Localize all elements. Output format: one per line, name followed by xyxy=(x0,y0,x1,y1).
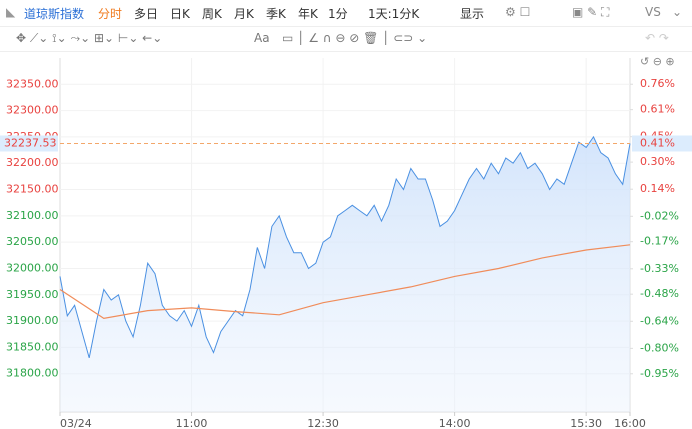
y2-tick-label: -0.48% xyxy=(640,287,679,300)
x-tick-label: 15:30 xyxy=(570,417,602,429)
y-tick-label: 31900.00 xyxy=(6,314,59,327)
draw-tools-2[interactable]: ▭ │ ∠ ∩ ⊖ ⊘ 🗑 │ ⊂⊃ ⌄ xyxy=(282,31,428,45)
y2-tick-label: -0.80% xyxy=(640,341,679,354)
line-average xyxy=(59,244,631,320)
last-change: 0.41% xyxy=(640,136,675,149)
y2-tick-label: 0.61% xyxy=(640,103,675,116)
last-price: 32237.53 xyxy=(4,136,57,149)
x-tick-label: 03/24 xyxy=(60,417,92,429)
y2-tick-label: -0.17% xyxy=(640,235,679,248)
x-tick-label: 11:00 xyxy=(176,417,208,429)
y2-tick-label: 0.76% xyxy=(640,77,675,90)
compare[interactable]: VS xyxy=(645,5,661,19)
y-tick-label: 32300.00 xyxy=(6,104,59,117)
draw-tools[interactable]: ✥ ⟋⌄ ⟟⌄ ⤳⌄ ⊞⌄ ⊢⌄ ←⌄ xyxy=(16,31,163,45)
y-tick-label: 32000.00 xyxy=(6,261,59,274)
x-tick-label: 14:00 xyxy=(439,417,471,429)
symbol[interactable]: 道琼斯指数 xyxy=(24,7,85,21)
y-tick-label: 32150.00 xyxy=(6,183,59,196)
tab[interactable]: 分时 xyxy=(98,7,123,21)
tab[interactable]: 日K xyxy=(170,7,190,21)
y2-tick-label: 0.30% xyxy=(640,155,675,168)
tab[interactable]: 周K xyxy=(202,7,222,21)
area xyxy=(60,136,630,412)
tools[interactable]: ▣ ✎ ⛶ xyxy=(572,5,610,19)
settings[interactable]: ⚙ ☐ xyxy=(505,5,531,19)
tab[interactable]: 1分 xyxy=(328,7,348,21)
display[interactable]: 显示 xyxy=(460,7,485,21)
y-tick-label: 31950.00 xyxy=(6,288,59,301)
y-tick-label: 32100.00 xyxy=(6,209,59,222)
undo-redo[interactable]: ↶ ↷ xyxy=(645,31,669,45)
tab[interactable]: 月K xyxy=(234,7,254,21)
y-tick-label: 31850.00 xyxy=(6,340,59,353)
tab[interactable]: 年K xyxy=(298,7,318,21)
collapse[interactable]: ◣ xyxy=(6,5,16,19)
chart: ↺ ⊖ ⊕ 32350.0032300.0032250.0032200.0032… xyxy=(0,55,692,429)
y2-tick-label: -0.95% xyxy=(640,367,679,380)
draw-toolbar: ✥ ⟋⌄ ⟟⌄ ⤳⌄ ⊞⌄ ⊢⌄ ←⌄ Aa ▭ │ ∠ ∩ ⊖ ⊘ 🗑 │ ⊂… xyxy=(0,26,692,52)
y-tick-label: 32200.00 xyxy=(6,156,59,169)
y2-tick-label: -0.02% xyxy=(640,209,679,222)
y2-tick-label: -0.33% xyxy=(640,262,679,275)
text-tool[interactable]: Aa xyxy=(254,31,270,45)
tab[interactable]: 多日 xyxy=(134,7,159,21)
y2-tick-label: -0.64% xyxy=(640,314,679,327)
tab[interactable]: 1天:1分K xyxy=(368,7,420,21)
y-tick-label: 32350.00 xyxy=(6,77,59,90)
y-tick-label: 32050.00 xyxy=(6,235,59,248)
more[interactable]: ⌄ xyxy=(672,5,683,19)
toolbar: ◣ 道琼斯指数 分时 多日 日K 周K 月K 季K 年K 1分 1天:1分K 显… xyxy=(0,0,692,26)
line-price xyxy=(59,135,631,359)
tab[interactable]: 季K xyxy=(266,7,286,21)
y2-tick-label: 0.14% xyxy=(640,182,675,195)
x-tick-label: 12:30 xyxy=(307,417,339,429)
x-tick-label: 16:00 xyxy=(614,417,646,429)
y-tick-label: 31800.00 xyxy=(6,367,59,380)
last-price-box xyxy=(0,135,58,152)
last-change-box xyxy=(632,135,692,152)
zoom-controls[interactable]: ↺ ⊖ ⊕ xyxy=(640,55,675,68)
